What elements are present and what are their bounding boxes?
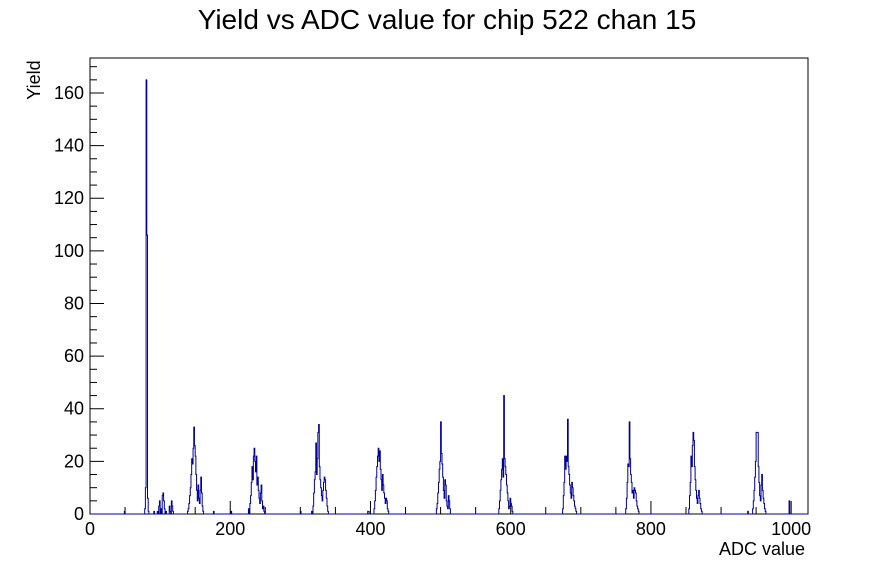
plot-frame (89, 57, 809, 515)
x-tick-label: 600 (496, 519, 526, 539)
x-tick-label: 400 (355, 519, 385, 539)
x-tick-label: 1000 (771, 519, 811, 539)
x-tick-label: 800 (636, 519, 666, 539)
x-tick-label: 200 (215, 519, 245, 539)
y-tick-label: 20 (64, 451, 84, 471)
y-tick-label: 120 (54, 188, 84, 208)
y-tick-label: 160 (54, 83, 84, 103)
histogram-series (90, 79, 808, 515)
y-tick-label: 0 (74, 504, 84, 524)
y-tick-label: 60 (64, 346, 84, 366)
x-axis-label: ADC value (719, 539, 805, 559)
y-tick-label: 100 (54, 241, 84, 261)
x-tick-label: 0 (85, 519, 95, 539)
y-tick-label: 80 (64, 293, 84, 313)
y-axis: 0 20 40 60 80 100 120 140 160 (54, 66, 104, 524)
y-axis-label: Yield (24, 60, 44, 99)
y-tick-label: 40 (64, 399, 84, 419)
y-tick-label: 140 (54, 136, 84, 156)
x-axis: 0 200 400 600 800 1000 (85, 501, 811, 539)
chart-title: Yield vs ADC value for chip 522 chan 15 (198, 4, 697, 35)
